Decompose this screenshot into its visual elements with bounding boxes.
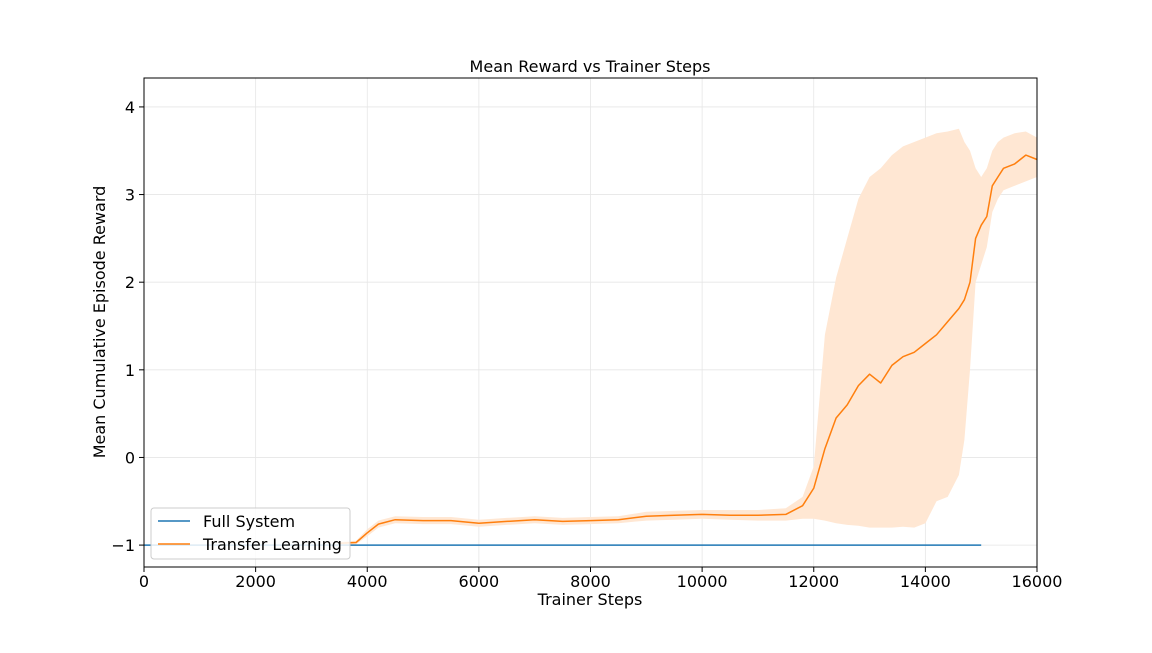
confidence-band-layer	[339, 128, 1037, 546]
y-axis-label: Mean Cumulative Episode Reward	[90, 186, 109, 459]
x-tick-label: 12000	[788, 572, 839, 591]
x-tick-label: 10000	[677, 572, 728, 591]
y-axis-ticks: −1 0 1 2 3 4	[111, 98, 144, 555]
y-tick-label: 4	[125, 98, 135, 117]
legend-label-full-system: Full System	[203, 512, 295, 531]
y-tick-label: 2	[125, 273, 135, 292]
x-tick-label: 0	[139, 572, 149, 591]
legend-label-transfer-learning: Transfer Learning	[202, 535, 342, 554]
x-tick-label: 16000	[1012, 572, 1063, 591]
x-axis-ticks: 0 2000 4000 6000 8000 10000 12000 14000 16000	[139, 567, 1063, 591]
chart-title: Mean Reward vs Trainer Steps	[470, 57, 711, 76]
series-line-1	[339, 154, 1038, 545]
y-tick-label: 1	[125, 361, 135, 380]
x-axis-label: Trainer Steps	[537, 590, 643, 609]
x-tick-label: 8000	[570, 572, 611, 591]
legend: Full System Transfer Learning	[150, 507, 351, 560]
x-tick-label: 6000	[459, 572, 500, 591]
x-tick-label: 2000	[235, 572, 276, 591]
confidence-band-series-1	[339, 128, 1037, 546]
y-tick-label: 3	[125, 186, 135, 205]
x-tick-label: 14000	[900, 572, 951, 591]
y-tick-label: −1	[111, 536, 135, 555]
legend-box	[150, 507, 351, 560]
y-tick-label: 0	[125, 448, 135, 467]
x-tick-label: 4000	[347, 572, 388, 591]
